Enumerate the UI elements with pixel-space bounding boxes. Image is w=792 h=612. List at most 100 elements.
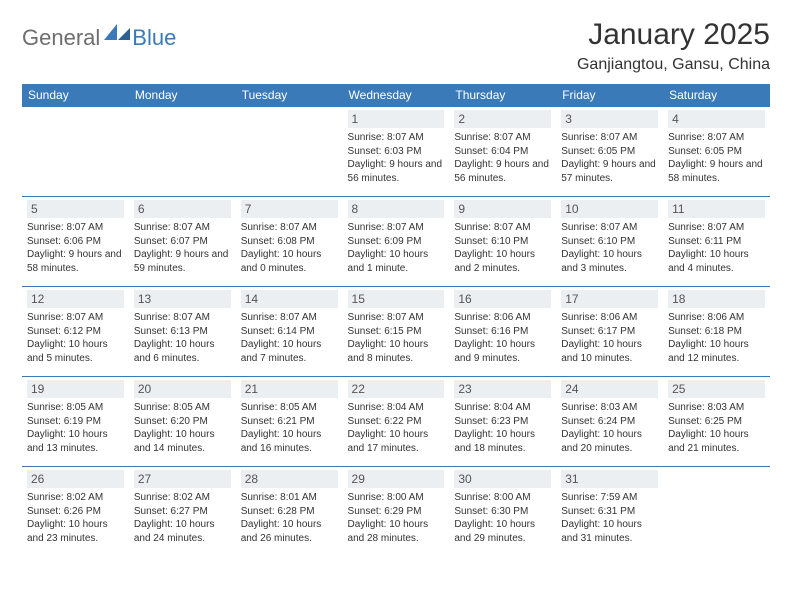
sunset-text: Sunset: 6:15 PM	[348, 325, 445, 339]
sunrise-text: Sunrise: 8:07 AM	[27, 221, 124, 235]
daylight-text: Daylight: 10 hours and 26 minutes.	[241, 518, 338, 545]
daylight-text: Daylight: 10 hours and 21 minutes.	[668, 428, 765, 455]
month-title: January 2025	[577, 18, 770, 52]
day-number: 6	[134, 200, 231, 218]
day-details: Sunrise: 8:07 AMSunset: 6:05 PMDaylight:…	[668, 131, 765, 185]
day-cell: 2Sunrise: 8:07 AMSunset: 6:04 PMDaylight…	[449, 107, 556, 197]
day-details: Sunrise: 8:03 AMSunset: 6:24 PMDaylight:…	[561, 401, 658, 455]
daylight-text: Daylight: 10 hours and 17 minutes.	[348, 428, 445, 455]
daylight-text: Daylight: 9 hours and 58 minutes.	[27, 248, 124, 275]
day-details: Sunrise: 8:07 AMSunset: 6:07 PMDaylight:…	[134, 221, 231, 275]
dayheader-wednesday: Wednesday	[343, 84, 450, 107]
day-number: 16	[454, 290, 551, 308]
sunrise-text: Sunrise: 8:07 AM	[348, 311, 445, 325]
daylight-text: Daylight: 10 hours and 0 minutes.	[241, 248, 338, 275]
day-number: 19	[27, 380, 124, 398]
day-cell: 20Sunrise: 8:05 AMSunset: 6:20 PMDayligh…	[129, 377, 236, 467]
day-details: Sunrise: 8:02 AMSunset: 6:27 PMDaylight:…	[134, 491, 231, 545]
day-number: 22	[348, 380, 445, 398]
sunset-text: Sunset: 6:29 PM	[348, 505, 445, 519]
daylight-text: Daylight: 10 hours and 1 minute.	[348, 248, 445, 275]
day-number: 17	[561, 290, 658, 308]
day-number: 12	[27, 290, 124, 308]
day-cell: 21Sunrise: 8:05 AMSunset: 6:21 PMDayligh…	[236, 377, 343, 467]
day-cell: 24 Sunrise: 8:03 AMSunset: 6:24 PMDayligh…	[556, 377, 663, 467]
day-details: Sunrise: 8:01 AMSunset: 6:28 PMDaylight:…	[241, 491, 338, 545]
sunset-text: Sunset: 6:12 PM	[27, 325, 124, 339]
sunset-text: Sunset: 6:22 PM	[348, 415, 445, 429]
daylight-text: Daylight: 10 hours and 24 minutes.	[134, 518, 231, 545]
sunset-text: Sunset: 6:14 PM	[241, 325, 338, 339]
sunrise-text: Sunrise: 8:00 AM	[454, 491, 551, 505]
sunset-text: Sunset: 6:31 PM	[561, 505, 658, 519]
daylight-text: Daylight: 10 hours and 5 minutes.	[27, 338, 124, 365]
day-cell: 1 Sunrise: 8:07 AMSunset: 6:03 PMDaylight…	[343, 107, 450, 197]
day-number: 3	[561, 110, 658, 128]
day-details: Sunrise: 8:07 AMSunset: 6:12 PMDaylight:…	[27, 311, 124, 365]
day-cell: 11Sunrise: 8:07 AMSunset: 6:11 PMDayligh…	[663, 197, 770, 287]
sunset-text: Sunset: 6:25 PM	[668, 415, 765, 429]
day-cell: 27 Sunrise: 8:02 AMSunset: 6:27 PMDayligh…	[129, 467, 236, 557]
calendar-table: Sunday Monday Tuesday Wednesday Thursday…	[22, 84, 770, 557]
day-details: Sunrise: 8:07 AMSunset: 6:03 PMDaylight:…	[348, 131, 445, 185]
sunset-text: Sunset: 6:09 PM	[348, 235, 445, 249]
sunset-text: Sunset: 6:24 PM	[561, 415, 658, 429]
day-number: 5	[27, 200, 124, 218]
day-cell: 29Sunrise: 8:00 AMSunset: 6:29 PMDayligh…	[343, 467, 450, 557]
day-details: Sunrise: 8:04 AMSunset: 6:22 PMDaylight:…	[348, 401, 445, 455]
sunset-text: Sunset: 6:16 PM	[454, 325, 551, 339]
header: General Blue January 2025 Ganjiangtou, G…	[22, 18, 770, 74]
location: Ganjiangtou, Gansu, China	[577, 56, 770, 74]
sunrise-text: Sunrise: 8:02 AM	[134, 491, 231, 505]
daylight-text: Daylight: 9 hours and 56 minutes.	[454, 158, 551, 185]
day-number: 31	[561, 470, 658, 488]
day-cell: 12 Sunrise: 8:07 AMSunset: 6:12 PMDayligh…	[22, 287, 129, 377]
sunrise-text: Sunrise: 8:07 AM	[454, 131, 551, 145]
day-number: 24	[561, 380, 658, 398]
sunrise-text: Sunrise: 8:05 AM	[27, 401, 124, 415]
sunrise-text: Sunrise: 8:05 AM	[241, 401, 338, 415]
day-details: Sunrise: 8:07 AMSunset: 6:06 PMDaylight:…	[27, 221, 124, 275]
daylight-text: Daylight: 10 hours and 7 minutes.	[241, 338, 338, 365]
daylight-text: Daylight: 10 hours and 3 minutes.	[561, 248, 658, 275]
day-cell: 9Sunrise: 8:07 AMSunset: 6:10 PMDaylight…	[449, 197, 556, 287]
sunset-text: Sunset: 6:10 PM	[561, 235, 658, 249]
daylight-text: Daylight: 10 hours and 29 minutes.	[454, 518, 551, 545]
day-number: 25	[668, 380, 765, 398]
sunrise-text: Sunrise: 8:04 AM	[454, 401, 551, 415]
day-number: 8	[348, 200, 445, 218]
day-details: Sunrise: 7:59 AMSunset: 6:31 PMDaylight:…	[561, 491, 658, 545]
day-cell	[236, 107, 343, 197]
daylight-text: Daylight: 10 hours and 16 minutes.	[241, 428, 338, 455]
day-cell: 4Sunrise: 8:07 AMSunset: 6:05 PMDaylight…	[663, 107, 770, 197]
daylight-text: Daylight: 9 hours and 57 minutes.	[561, 158, 658, 185]
day-number: 1	[348, 110, 445, 128]
logo-text-general: General	[22, 25, 100, 51]
dayheader-monday: Monday	[129, 84, 236, 107]
day-details: Sunrise: 8:07 AMSunset: 6:14 PMDaylight:…	[241, 311, 338, 365]
day-details: Sunrise: 8:03 AMSunset: 6:25 PMDaylight:…	[668, 401, 765, 455]
sunset-text: Sunset: 6:07 PM	[134, 235, 231, 249]
day-cell: 5 Sunrise: 8:07 AMSunset: 6:06 PMDaylight…	[22, 197, 129, 287]
sunset-text: Sunset: 6:21 PM	[241, 415, 338, 429]
sunrise-text: Sunrise: 8:04 AM	[348, 401, 445, 415]
day-details: Sunrise: 8:04 AMSunset: 6:23 PMDaylight:…	[454, 401, 551, 455]
day-number: 27	[134, 470, 231, 488]
day-number: 9	[454, 200, 551, 218]
daylight-text: Daylight: 10 hours and 20 minutes.	[561, 428, 658, 455]
sunset-text: Sunset: 6:30 PM	[454, 505, 551, 519]
dayheader-tuesday: Tuesday	[236, 84, 343, 107]
day-cell: 22 Sunrise: 8:04 AMSunset: 6:22 PMDayligh…	[343, 377, 450, 467]
day-cell: 13Sunrise: 8:07 AMSunset: 6:13 PMDayligh…	[129, 287, 236, 377]
day-details: Sunrise: 8:05 AMSunset: 6:20 PMDaylight:…	[134, 401, 231, 455]
sunrise-text: Sunrise: 8:06 AM	[561, 311, 658, 325]
day-cell: 14Sunrise: 8:07 AMSunset: 6:14 PMDayligh…	[236, 287, 343, 377]
sunset-text: Sunset: 6:03 PM	[348, 145, 445, 159]
day-details: Sunrise: 8:00 AMSunset: 6:30 PMDaylight:…	[454, 491, 551, 545]
sunrise-text: Sunrise: 8:07 AM	[561, 221, 658, 235]
day-details: Sunrise: 8:07 AMSunset: 6:11 PMDaylight:…	[668, 221, 765, 275]
daylight-text: Daylight: 10 hours and 12 minutes.	[668, 338, 765, 365]
sunrise-text: Sunrise: 8:07 AM	[348, 131, 445, 145]
day-number: 15	[348, 290, 445, 308]
sunrise-text: Sunrise: 8:07 AM	[27, 311, 124, 325]
